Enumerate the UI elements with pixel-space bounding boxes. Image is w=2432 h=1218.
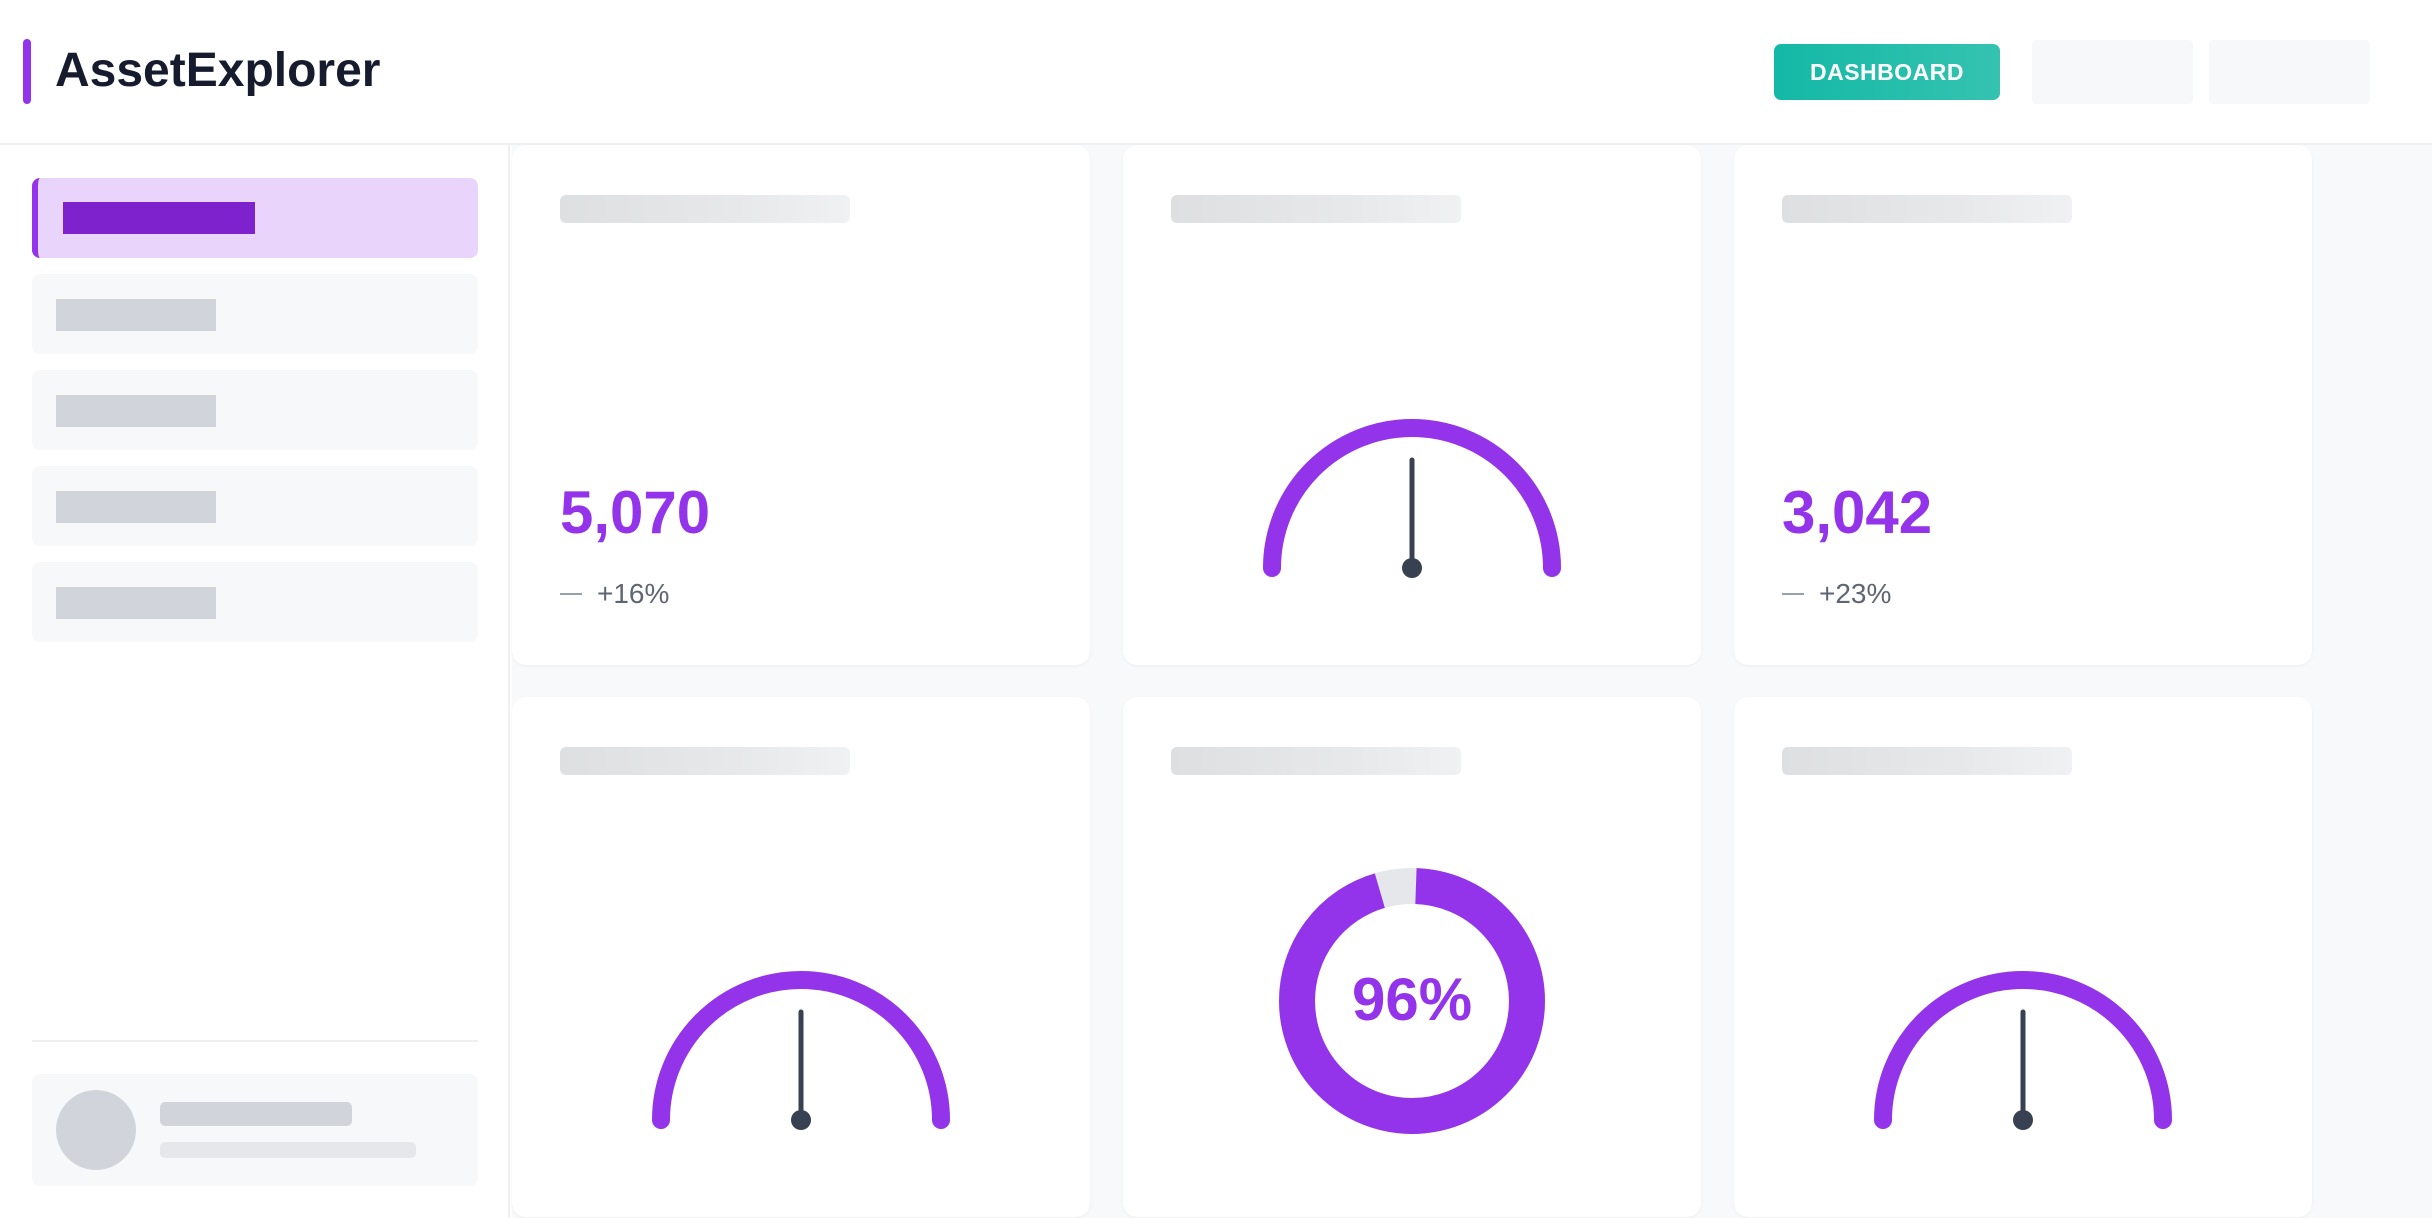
top-header: AssetExplorer DASHBOARD <box>0 0 2432 145</box>
avatar <box>56 1090 136 1170</box>
nav-dashboard-button[interactable]: DASHBOARD <box>1774 44 2000 100</box>
gauge-needle-hub <box>791 1110 811 1130</box>
stat-change-text: +23% <box>1819 578 1892 609</box>
brand-accent-bar <box>23 39 31 104</box>
donut-chart <box>1279 868 1545 1134</box>
gauge-card-2 <box>512 697 1090 1217</box>
card-title-placeholder <box>560 747 850 775</box>
sidebar-item-4[interactable] <box>32 466 478 546</box>
nav-placeholder-button-2[interactable] <box>2209 40 2370 104</box>
gauge-card-3 <box>1734 697 2312 1217</box>
user-name-placeholder <box>160 1102 352 1126</box>
stat-value: 3,042 <box>1782 479 1933 546</box>
gauge-chart <box>1263 419 1561 578</box>
sidebar-item-label-placeholder <box>56 395 216 427</box>
card-title-placeholder <box>1782 747 2072 775</box>
card-title-placeholder <box>1171 747 1461 775</box>
gauge-card-1 <box>1123 145 1701 665</box>
sidebar-item-5[interactable] <box>32 562 478 642</box>
gauge-arc <box>1874 971 2172 1129</box>
sidebar-divider <box>32 1040 478 1042</box>
card-title-placeholder <box>1171 195 1461 223</box>
sidebar-item-label-placeholder <box>56 299 216 331</box>
stat-change-text: +16% <box>597 578 670 609</box>
sidebar-item-3[interactable] <box>32 370 478 450</box>
user-subtitle-placeholder <box>160 1142 416 1158</box>
gauge-chart <box>652 971 950 1130</box>
gauge-needle-hub <box>2013 1110 2033 1130</box>
gauge-arc <box>652 971 950 1129</box>
trend-dash-icon <box>560 593 582 595</box>
sidebar-item-label-placeholder <box>63 202 255 234</box>
stat-card-1: 5,070 +16% <box>512 145 1090 665</box>
sidebar-item-2[interactable] <box>32 274 478 354</box>
sidebar-item-label-placeholder <box>56 491 216 523</box>
stat-change: +16% <box>560 578 669 610</box>
sidebar-item-active[interactable] <box>32 178 478 258</box>
card-title-placeholder <box>560 195 850 223</box>
donut-card: 96% <box>1123 697 1701 1217</box>
trend-dash-icon <box>1782 593 1804 595</box>
stat-change: +23% <box>1782 578 1891 610</box>
stat-value: 5,070 <box>560 479 711 546</box>
donut-percent-label: 96% <box>1351 966 1473 1033</box>
gauge-chart <box>1874 971 2172 1130</box>
user-profile-card[interactable] <box>32 1074 478 1186</box>
sidebar-item-label-placeholder <box>56 587 216 619</box>
donut-progress-arc <box>1279 868 1545 1134</box>
gauge-arc <box>1263 419 1561 577</box>
stat-card-2: 3,042 +23% <box>1734 145 2312 665</box>
gauge-needle-hub <box>1402 558 1422 578</box>
app-title: AssetExplorer <box>55 44 381 97</box>
nav-placeholder-button-1[interactable] <box>2032 40 2193 104</box>
card-title-placeholder <box>1782 195 2072 223</box>
main-content: 5,070 +16% 3,042 +23% <box>512 145 2432 1218</box>
sidebar <box>0 145 510 1218</box>
